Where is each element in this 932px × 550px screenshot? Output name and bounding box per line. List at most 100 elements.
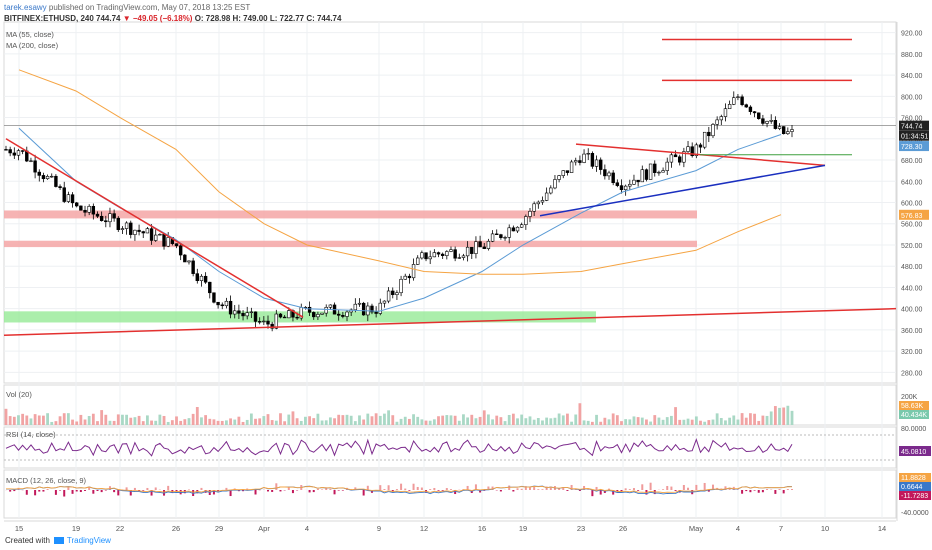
macd-histogram-bar	[387, 485, 390, 490]
y-tick-label: 640.00	[901, 179, 923, 186]
candle-body	[50, 175, 54, 178]
volume-bar	[29, 418, 33, 425]
volume-bar	[578, 403, 582, 425]
macd-histogram-bar	[100, 490, 103, 493]
macd-histogram-bar	[146, 487, 149, 490]
macd-histogram-bar	[316, 488, 319, 490]
axis-price-label-box	[899, 141, 929, 152]
volume-bar	[536, 417, 540, 425]
legend-ma200[interactable]: MA (200, close)	[6, 41, 59, 50]
macd-label: 11.8828	[901, 475, 926, 482]
macd-histogram-bar	[666, 486, 669, 490]
volume-bar	[611, 413, 615, 425]
x-tick-label: 4	[305, 524, 309, 533]
y-tick-label: 320.00	[901, 349, 923, 356]
legend-rsi[interactable]: RSI (14, close)	[6, 430, 56, 439]
legend-ma55[interactable]: MA (55, close)	[6, 30, 54, 39]
candle-body	[29, 160, 33, 162]
indicator-panel-frame	[3, 469, 897, 519]
legend-macd[interactable]: MACD (12, 26, close, 9)	[6, 476, 87, 485]
x-tick-label: 19	[519, 524, 527, 533]
volume-bar	[632, 416, 636, 425]
volume-bar	[566, 413, 569, 425]
volume-bar	[599, 421, 603, 425]
macd-histogram-bar	[13, 490, 16, 492]
macd-histogram-bar	[113, 490, 116, 493]
volume-bar	[308, 416, 311, 425]
volume-bar	[532, 419, 536, 425]
candle-body	[478, 241, 482, 248]
volume-bar	[116, 414, 120, 425]
candle-body	[474, 241, 478, 254]
macd-histogram-bar	[38, 490, 41, 492]
macd-signal-line	[6, 485, 793, 494]
axis-price-label-box	[899, 120, 929, 131]
x-tick-label: 26	[619, 524, 627, 533]
macd-histogram-bar	[429, 489, 432, 490]
candle-body	[648, 163, 653, 180]
volume-bar	[258, 418, 262, 425]
candle-body	[436, 252, 441, 255]
legend-volume[interactable]: Vol (20)	[6, 390, 32, 399]
volume-bar	[262, 416, 266, 425]
volume-bar	[407, 418, 411, 425]
candle-body	[536, 201, 541, 205]
volume-bar	[179, 420, 183, 425]
y-tick-label: 520.00	[901, 243, 923, 250]
y-tick-label: 280.00	[901, 370, 923, 377]
macd-histogram-bar	[591, 490, 594, 497]
macd-histogram-bar	[745, 490, 748, 492]
candle-body	[615, 182, 620, 186]
symbol-info: BITFINEX:ETHUSD, 240 744.74 ▼ −49.05 (−6…	[4, 14, 341, 23]
macd-histogram-bar	[129, 490, 132, 496]
publish-info: tarek.esawy published on TradingView.com…	[4, 3, 250, 12]
macd-histogram-bar	[412, 483, 415, 490]
volume-bar	[341, 415, 345, 425]
volume-bar	[462, 414, 465, 425]
volume-bar	[553, 417, 557, 425]
x-tick-label: 9	[377, 524, 381, 533]
volume-bar	[699, 420, 702, 425]
candle-body	[603, 169, 607, 177]
symbol-prefix: BITFINEX:ETHUSD, 240 744.74	[4, 14, 123, 23]
candle-body	[37, 171, 41, 176]
macd-histogram-bar	[329, 488, 332, 490]
volume-bar	[204, 415, 208, 425]
resistance-zone	[4, 240, 697, 248]
author-link[interactable]: tarek.esawy	[4, 3, 47, 12]
tradingview-brand[interactable]: TradingView	[66, 536, 111, 545]
candle-body	[178, 245, 183, 256]
x-tick-label: May	[689, 524, 703, 533]
volume-bar	[549, 418, 553, 425]
macd-histogram-bar	[508, 485, 511, 490]
candle-body	[678, 156, 682, 163]
volume-bar	[511, 413, 515, 425]
macd-histogram-bar	[88, 487, 91, 490]
volume-bar	[482, 410, 486, 425]
candle-body	[399, 278, 403, 294]
ohlc-values: O: 728.98 H: 749.00 L: 722.77 C: 744.74	[192, 14, 342, 23]
volume-label: 58.63K	[901, 403, 924, 410]
volume-bar	[669, 415, 673, 425]
candle-body	[515, 226, 520, 232]
candle-body	[270, 323, 274, 329]
volume-bar	[399, 418, 403, 425]
candle-body	[108, 213, 112, 223]
candle-body	[470, 246, 474, 254]
candle-body	[129, 222, 133, 235]
candle-body	[420, 252, 424, 259]
candle-body	[249, 311, 254, 314]
volume-bar	[254, 418, 257, 425]
candle-body	[503, 237, 507, 239]
volume-bar	[245, 419, 249, 425]
volume-bar	[83, 419, 87, 425]
macd-histogram-bar	[670, 486, 673, 490]
candle-body	[245, 312, 249, 317]
candle-body	[432, 252, 437, 258]
macd-histogram-bar	[279, 490, 282, 492]
macd-histogram-bar	[674, 490, 677, 491]
candle-body	[262, 320, 266, 323]
macd-tick: -40.0000	[901, 510, 929, 517]
macd-histogram-bar	[545, 486, 548, 490]
